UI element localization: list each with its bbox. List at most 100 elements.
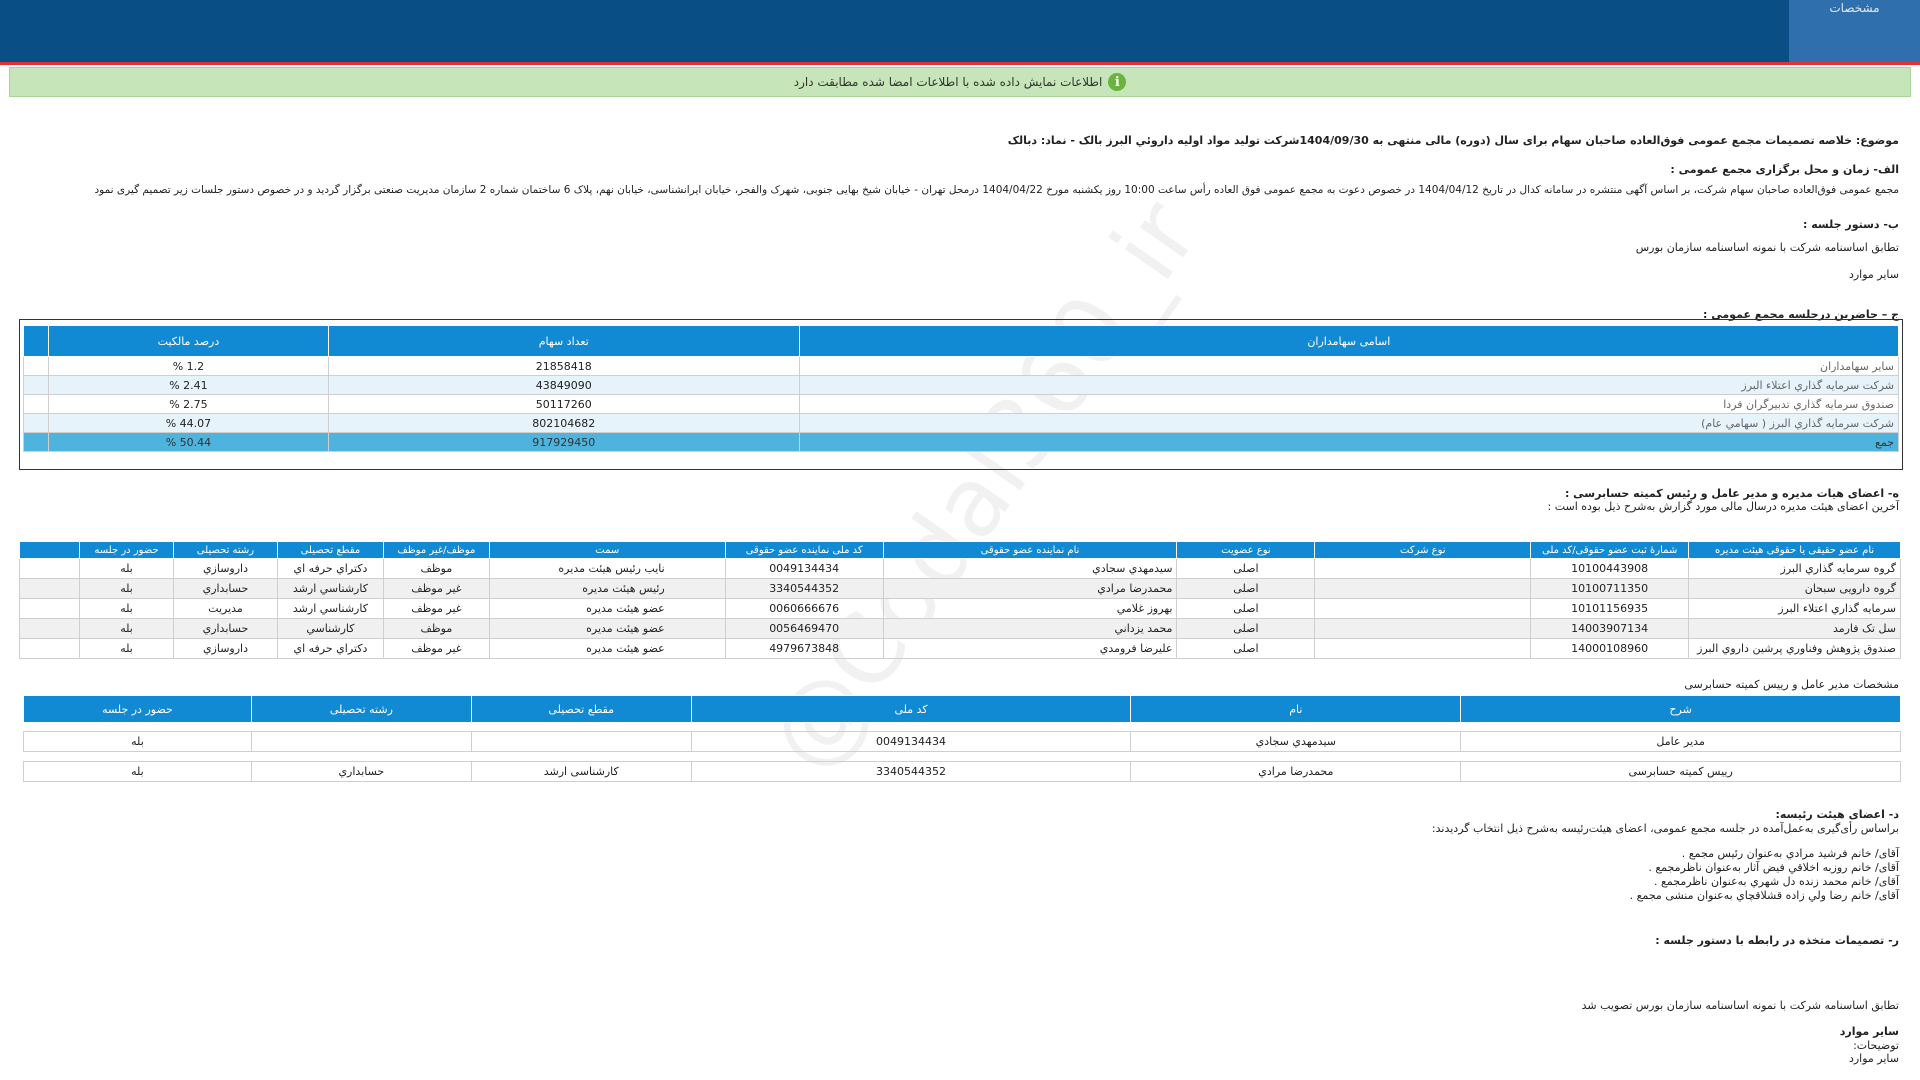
column-header: نام عضو حقیقی یا حقوقی هیئت مدیره	[1688, 541, 1901, 559]
decision-text: تطابق اساسنامه شرکت با نمونه اساسنامه سا…	[1581, 999, 1899, 1012]
other-items-text: سایر موارد	[1848, 1052, 1899, 1065]
section-e-title: د- اعضای هیئت رئیسه:	[1775, 808, 1899, 821]
column-header: رشته تحصیلی	[250, 695, 472, 723]
notes-label: توضیحات:	[1853, 1039, 1899, 1052]
field-of-study: داروسازي	[173, 558, 278, 579]
duty-status: غیر موظف	[382, 578, 490, 599]
column-header-blank	[18, 541, 81, 559]
table-row: شرکت سرمایه گذاري اعتلاء البرز 43849090 2.…	[22, 375, 1900, 395]
other-items-title: سایر موارد	[1839, 1025, 1899, 1038]
education-level: دکتراي حرفه اي	[276, 558, 384, 579]
section-b-title: ب- دستور جلسه :	[1803, 218, 1899, 231]
member-name: گروه دارویی سبحان	[1688, 578, 1901, 599]
ownership-percent: 2.41 %	[48, 375, 329, 395]
representative-name: بهروز غلامي	[882, 598, 1178, 619]
representative-id: 0049134434	[724, 558, 884, 579]
representative-id: 3340544352	[724, 578, 884, 599]
person-name: سیدمهدي سجادي	[1130, 731, 1462, 752]
column-header: مقطع تحصیلی	[276, 541, 384, 559]
notice-text: اطلاعات نمایش داده شده با اطلاعات امضا ش…	[793, 75, 1103, 89]
field-of-study: داروسازي	[173, 638, 278, 659]
section-a-text: مجمع عمومی فوق‌العاده صاحبان سهام شرکت، …	[94, 184, 1899, 196]
table-row: شرکت سرمایه گذاري البرز ( سهامي عام) 8021…	[22, 413, 1900, 433]
section-e-intro: براساس رأی‌گیری به‌عمل‌آمده در جلسه مجمع…	[1431, 822, 1899, 835]
duty-status: غیر موظف	[382, 598, 490, 619]
column-header: تعداد سهام	[327, 325, 800, 357]
agenda-item: سایر موارد	[1848, 268, 1899, 281]
member-name: گروه سرمایه گذاري البرز	[1688, 558, 1901, 579]
attendance: بله	[23, 761, 252, 782]
column-header: نوع عضویت	[1176, 541, 1316, 559]
representative-name: سیدمهدي سجادي	[882, 558, 1178, 579]
ceo-table-header: شرح نام کد ملی مقطع تحصیلی رشته تحصیلی ح…	[23, 695, 1901, 723]
ownership-percent: 44.07 %	[48, 413, 329, 433]
position: رئیس هیئت مدیره	[488, 578, 726, 599]
membership-type: اصلی	[1176, 638, 1316, 659]
representative-id: 4979673848	[724, 638, 884, 659]
registration-id: 10100711350	[1530, 578, 1690, 599]
ownership-percent: 1.2 %	[48, 356, 329, 376]
share-count: 50117260	[327, 394, 800, 414]
education-level	[470, 731, 692, 752]
national-id: 3340544352	[690, 761, 1132, 782]
table-row: سایر سهامداران 21858418 1.2 %	[22, 356, 1900, 376]
column-header: نوع شرکت	[1314, 541, 1532, 559]
column-header: سمت	[488, 541, 726, 559]
registration-id: 14000108960	[1530, 638, 1690, 659]
table-row: صندوق پژوهش وفناوري پرشین داروي البرز 140…	[18, 638, 1901, 659]
column-header: شرح	[1460, 695, 1901, 723]
column-header: شمارۀ ثبت عضو حقوقی/کد ملی	[1530, 541, 1690, 559]
column-header: رشته تحصیلی	[173, 541, 278, 559]
position: نایب رئیس هیئت مدیره	[488, 558, 726, 579]
field-of-study	[250, 731, 472, 752]
signature-match-notice: i اطلاعات نمایش داده شده با اطلاعات امضا…	[9, 67, 1911, 97]
representative-name: محمد یزداني	[882, 618, 1178, 639]
column-header: حضور در جلسه	[79, 541, 174, 559]
attendance: بله	[23, 731, 252, 752]
field-of-study: حسابداري	[173, 578, 278, 599]
agenda-item: تطابق اساسنامه شرکت با نمونه اساسنامه سا…	[1635, 241, 1899, 254]
shareholder-name: سایر سهامداران	[798, 356, 1900, 376]
company-type	[1314, 618, 1532, 639]
registration-id: 14003907134	[1530, 618, 1690, 639]
top-header-bar: مشخصات	[0, 0, 1920, 65]
representative-id: 0056469470	[724, 618, 884, 639]
column-header: کد ملی نماینده عضو حقوقی	[724, 541, 884, 559]
section-d-subtitle: آخرین اعضای هیئت مدیره درسال مالی مورد گ…	[1547, 500, 1899, 513]
shareholder-name: شرکت سرمایه گذاري البرز ( سهامي عام)	[798, 413, 1900, 433]
audit-chair-row: رییس کمیته حسابرسی محمدرضا مرادي 3340544…	[23, 761, 1901, 782]
shareholders-frame	[19, 319, 1903, 470]
field-of-study: حسابداري	[173, 618, 278, 639]
presidium-member: آقای/ خانم روزبه اخلاقي فیض آثار به‌عنوا…	[1648, 861, 1899, 874]
registration-id: 10101156935	[1530, 598, 1690, 619]
share-count: 43849090	[327, 375, 800, 395]
membership-type: اصلی	[1176, 618, 1316, 639]
company-type	[1314, 558, 1532, 579]
presidium-member: آقای/ خانم رضا ولي زاده قشلاقچاي به‌عنوا…	[1629, 889, 1899, 902]
column-header: حضور در جلسه	[23, 695, 252, 723]
table-row: گروه دارویی سبحان 10100711350 اصلی محمدرضا …	[18, 578, 1901, 599]
tab-specifications[interactable]: مشخصات	[1789, 0, 1920, 62]
table-row: سرمایه گذاري اعتلاء البرز 10101156935 اصلی…	[18, 598, 1901, 619]
duty-status: غیر موظف	[382, 638, 490, 659]
membership-type: اصلی	[1176, 598, 1316, 619]
membership-type: اصلی	[1176, 578, 1316, 599]
attendance: بله	[79, 618, 174, 639]
table-row: گروه سرمایه گذاري البرز 10100443908 اصلی سی…	[18, 558, 1901, 579]
presidium-member: آقای/ خانم محمد زنده دل شهري به‌عنوان نا…	[1654, 875, 1899, 888]
position: عضو هیئت مدیره	[488, 598, 726, 619]
column-header: درصد مالکیت	[48, 325, 329, 357]
info-icon: i	[1108, 73, 1127, 91]
field-of-study: حسابداري	[250, 761, 472, 782]
representative-name: محمدرضا مرادي	[882, 578, 1178, 599]
attendance: بله	[79, 578, 174, 599]
presidium-member: آقای/ خانم فرشید مرادي به‌عنوان رئیس مجم…	[1681, 847, 1899, 860]
section-f-title: ر- تصمیمات متخذه در رابطه با دستور جلسه …	[1655, 934, 1899, 947]
column-header: کد ملی	[690, 695, 1132, 723]
company-type	[1314, 598, 1532, 619]
education-level: کارشناسي ارشد	[276, 578, 384, 599]
company-type	[1314, 578, 1532, 599]
registration-id: 10100443908	[1530, 558, 1690, 579]
member-name: سل تک فارمد	[1688, 618, 1901, 639]
attendance: بله	[79, 558, 174, 579]
